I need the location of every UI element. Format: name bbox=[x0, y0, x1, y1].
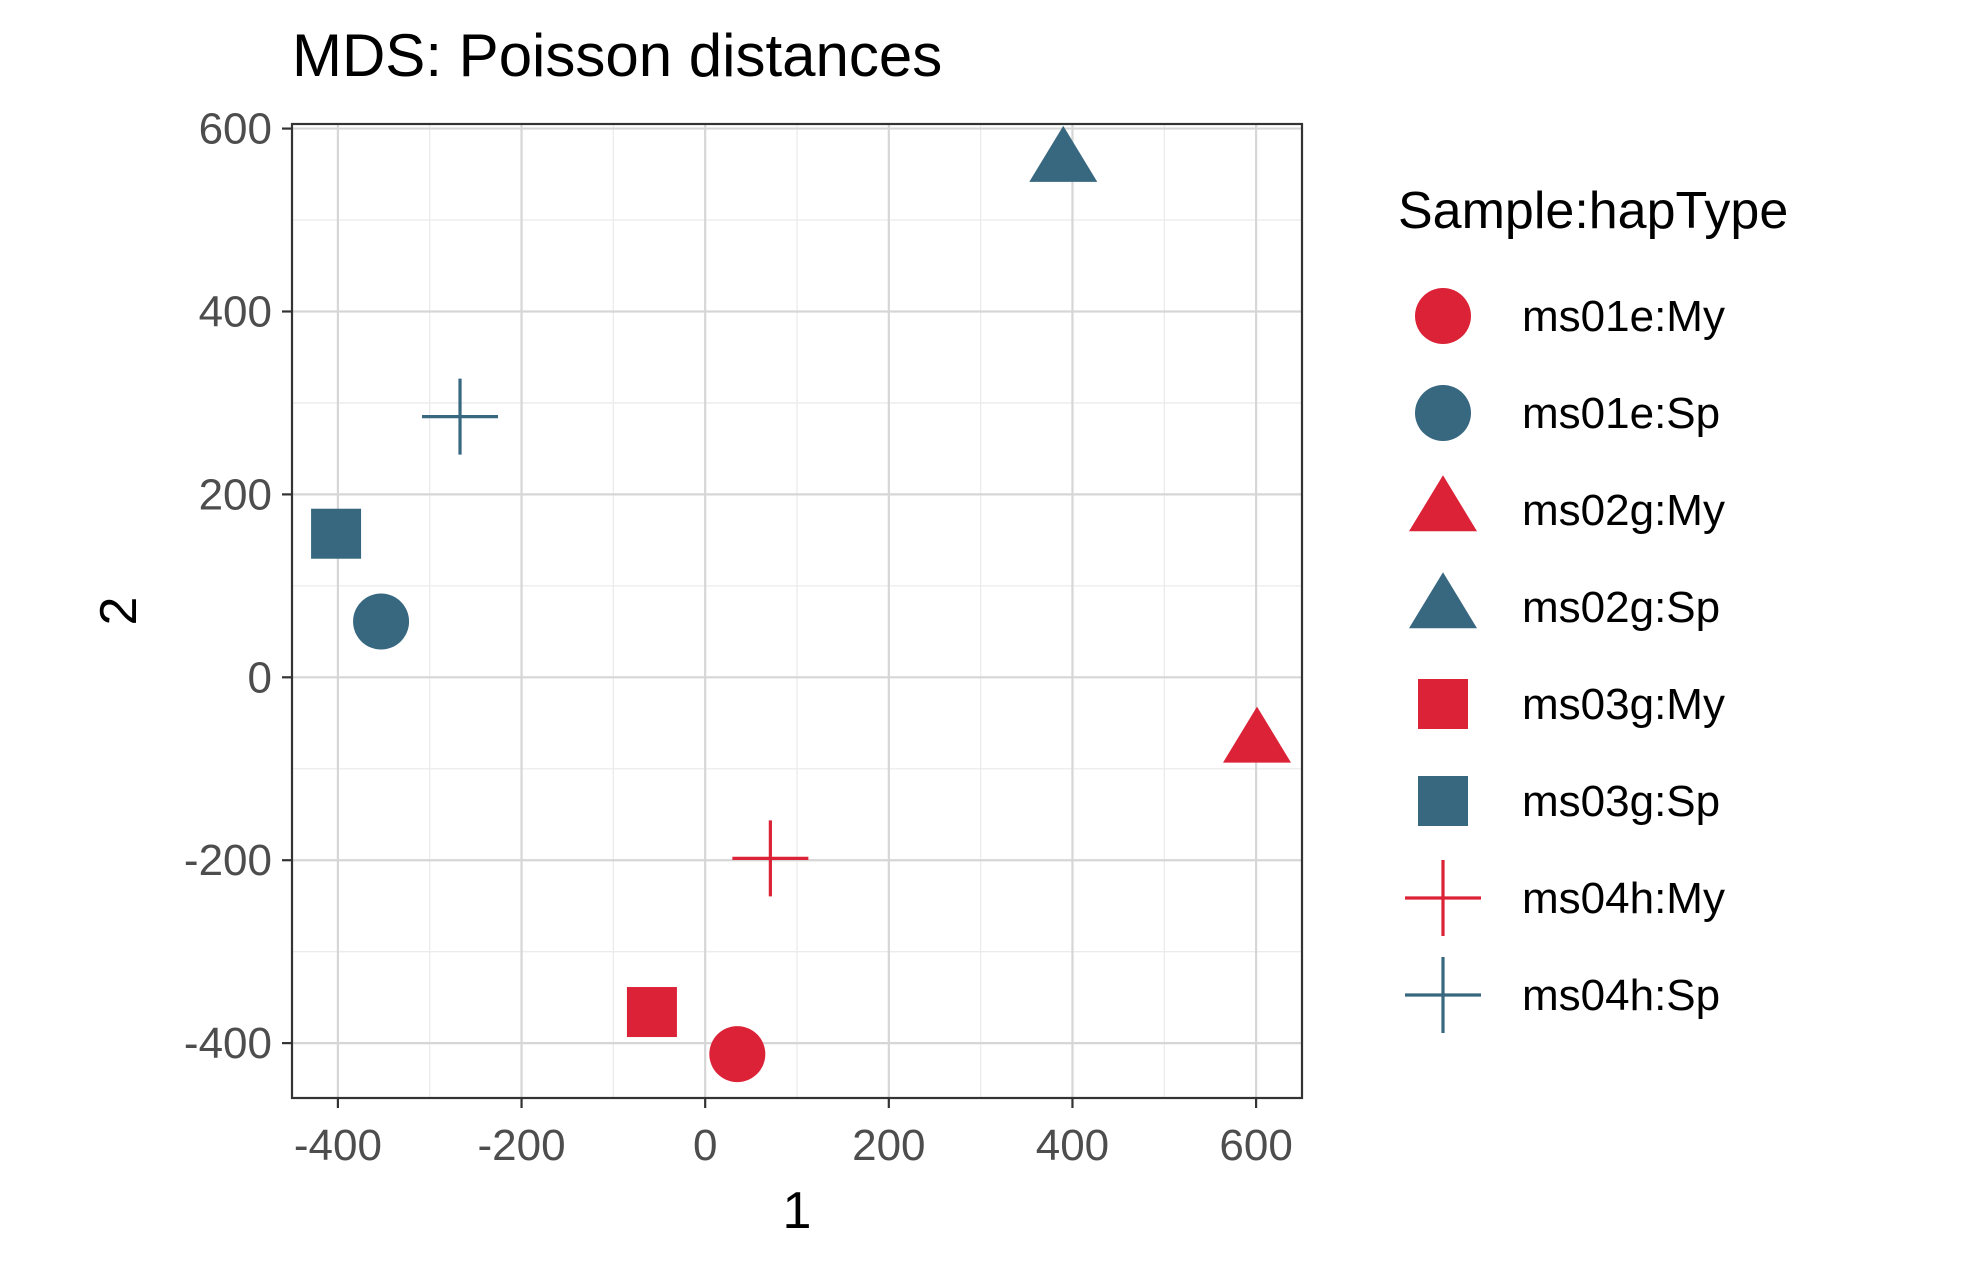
x-tick-label: 0 bbox=[693, 1121, 717, 1170]
y-tick-label: 400 bbox=[199, 287, 272, 336]
legend-key-ms02g-my bbox=[1409, 475, 1477, 532]
legend-label: ms01e:My bbox=[1522, 292, 1725, 341]
legend-label: ms02g:Sp bbox=[1522, 583, 1720, 632]
data-point-ms01e-my bbox=[709, 1026, 766, 1083]
legend-label: ms04h:My bbox=[1522, 874, 1725, 923]
x-tick-label: -400 bbox=[294, 1121, 382, 1170]
legend-key-ms01e-my bbox=[1415, 288, 1471, 344]
plot-border bbox=[290, 122, 1304, 1100]
data-point-ms01e-sp bbox=[353, 593, 410, 650]
data-point-ms04h-my bbox=[732, 820, 809, 897]
legend-key-ms03g-sp bbox=[1418, 776, 1468, 826]
legend-key-ms04h-my bbox=[1405, 860, 1481, 936]
data-points bbox=[311, 125, 1292, 1083]
y-tick-label: 600 bbox=[199, 105, 272, 154]
legend-label: ms01e:Sp bbox=[1522, 389, 1720, 438]
x-tick-label: 400 bbox=[1036, 1121, 1109, 1170]
data-point-ms04h-sp bbox=[422, 378, 499, 455]
x-tick-label: 200 bbox=[852, 1121, 925, 1170]
legend-items: ms01e:My ms01e:Sp ms02g:My ms02g:Sp ms03g:My… bbox=[1405, 288, 1725, 1033]
legend-label: ms04h:Sp bbox=[1522, 971, 1720, 1020]
chart-title: MDS: Poisson distances bbox=[292, 22, 942, 89]
x-tick-label: -200 bbox=[478, 1121, 566, 1170]
x-axis-title: 1 bbox=[783, 1182, 812, 1240]
legend-label: ms03g:My bbox=[1522, 680, 1725, 729]
data-point-ms03g-sp bbox=[311, 508, 362, 559]
legend-title: Sample:hapType bbox=[1398, 182, 1788, 240]
legend-key-ms02g-sp bbox=[1409, 572, 1477, 629]
y-tick-label: 0 bbox=[248, 653, 272, 702]
legend: Sample:hapType ms01e:Myms01e:Spms02g:Mym… bbox=[1398, 182, 1788, 1033]
y-axis-title: 2 bbox=[90, 597, 148, 626]
x-tick-label: 600 bbox=[1219, 1121, 1292, 1170]
legend-key-ms03g-my bbox=[1418, 679, 1468, 729]
y-tick-label: 200 bbox=[199, 470, 272, 519]
data-point-ms02g-my bbox=[1223, 706, 1292, 763]
legend-label: ms03g:Sp bbox=[1522, 777, 1720, 826]
x-axis: -400 -200 0 200 400 600 bbox=[294, 1098, 1293, 1170]
legend-key-ms01e-sp bbox=[1415, 385, 1471, 441]
data-point-ms02g-sp bbox=[1029, 125, 1098, 182]
legend-label: ms02g:My bbox=[1522, 486, 1725, 535]
legend-key-ms04h-sp bbox=[1405, 957, 1481, 1033]
y-tick-label: -200 bbox=[184, 836, 272, 885]
y-axis: -400 -200 0 200 400 600 bbox=[184, 105, 292, 1068]
y-tick-label: -400 bbox=[184, 1019, 272, 1068]
data-point-ms03g-my bbox=[626, 987, 677, 1038]
